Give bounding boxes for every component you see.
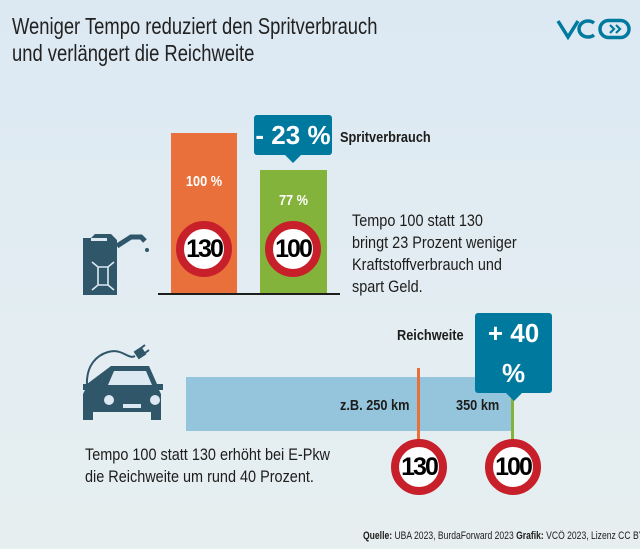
range-marker-100 bbox=[511, 368, 514, 448]
vco-logo bbox=[556, 18, 631, 40]
graphic-text: VCÖ 2023, Lizenz CC BY-ND bbox=[546, 530, 640, 542]
range-increase-badge: + 40 % bbox=[475, 313, 552, 401]
fuel-canister-icon bbox=[83, 234, 149, 295]
page-title: Weniger Tempo reduziert den Spritverbrau… bbox=[12, 13, 377, 67]
source-text: UBA 2023, BurdaForward 2023 bbox=[394, 530, 514, 542]
title-line-1: Weniger Tempo reduziert den Spritverbrau… bbox=[12, 13, 378, 39]
text-line: spart Geld. bbox=[352, 277, 423, 296]
footer-credits: Quelle: UBA 2023, BurdaForward 2023 Graf… bbox=[363, 530, 640, 542]
baseline bbox=[158, 293, 340, 295]
range-label-250: z.B. 250 km bbox=[340, 397, 410, 414]
speed-sign-100: 100 bbox=[265, 221, 321, 277]
speed-sign-130: 130 bbox=[176, 221, 232, 277]
text-line: Tempo 100 statt 130 erhöht bei E-Pkw bbox=[85, 445, 330, 464]
text-line: bringt 23 Prozent weniger bbox=[352, 233, 517, 252]
bar-130-label: 100 % bbox=[185, 173, 223, 190]
speed-sign-100-range: 100 bbox=[485, 439, 541, 495]
speed-value: 100 bbox=[495, 452, 533, 481]
fuel-reduction-badge: - 23 % bbox=[254, 115, 332, 163]
text-line: Kraftstoffverbrauch und bbox=[352, 255, 502, 274]
range-marker-130 bbox=[417, 368, 420, 448]
range-bar bbox=[186, 377, 512, 431]
text-line: die Reichweite um rund 40 Prozent. bbox=[85, 467, 314, 486]
fuel-description: Tempo 100 statt 130 bringt 23 Prozent we… bbox=[352, 210, 517, 298]
speed-sign-130-range: 130 bbox=[391, 439, 447, 495]
speed-value: 130 bbox=[186, 234, 224, 263]
range-label-350: 350 km bbox=[456, 397, 500, 414]
graphic-label: Grafik: bbox=[516, 530, 544, 542]
title-line-2: und verlängert die Reichweite bbox=[12, 40, 255, 66]
fuel-badge-label: Spritverbrauch bbox=[340, 129, 431, 146]
source-label: Quelle: bbox=[363, 530, 393, 542]
text-line: Tempo 100 statt 130 bbox=[352, 211, 483, 230]
range-badge-label: Reichweite bbox=[397, 327, 464, 344]
speed-value: 100 bbox=[275, 234, 313, 263]
bar-100-label: 77 % bbox=[278, 192, 309, 209]
electric-car-icon bbox=[83, 344, 163, 420]
speed-value: 130 bbox=[401, 452, 439, 481]
range-description: Tempo 100 statt 130 erhöht bei E-Pkw die… bbox=[85, 444, 330, 488]
